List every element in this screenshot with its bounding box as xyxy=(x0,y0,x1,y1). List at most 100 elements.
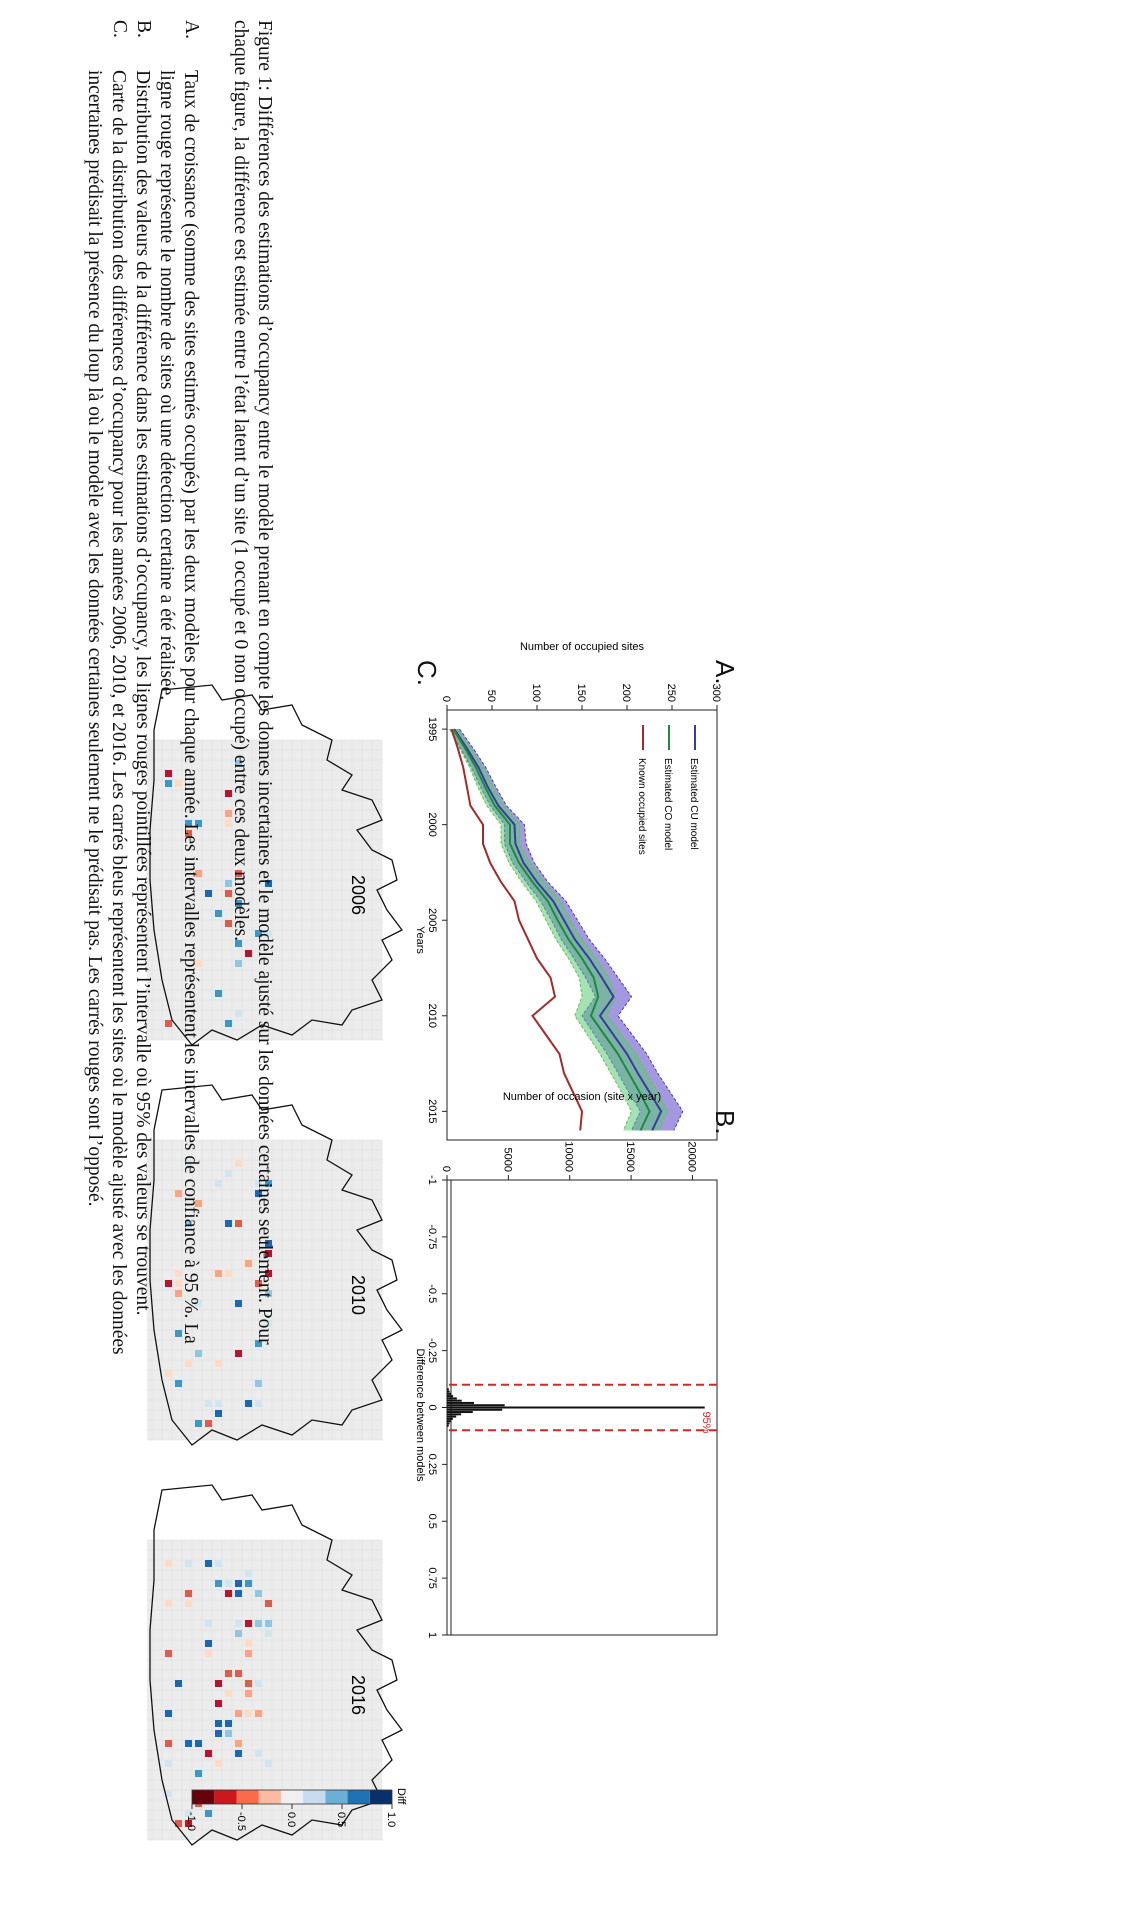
map-cell xyxy=(225,790,232,797)
map-2010: 2010 xyxy=(147,1084,403,1446)
map-cell xyxy=(235,1350,242,1357)
map-cell xyxy=(195,1300,202,1307)
known-sites-line xyxy=(450,728,584,1131)
map-cell xyxy=(235,1740,242,1747)
caption-item-c-letter: C. xyxy=(109,20,130,38)
map-cell xyxy=(235,1710,242,1717)
caption-item-c-line-2: incertaines prédisait la présence du lou… xyxy=(84,70,105,1207)
map-cell xyxy=(265,1270,272,1277)
chart-a-lines xyxy=(450,728,663,1131)
map-cell xyxy=(215,1560,222,1567)
map-cell xyxy=(185,1590,192,1597)
map-cell xyxy=(165,1760,172,1767)
co-model-ci-upper xyxy=(457,728,669,1131)
map-cell xyxy=(165,780,172,787)
caption-line-2: chaque figure, la différence est estimée… xyxy=(230,20,251,942)
map-cell xyxy=(255,1340,262,1347)
map-cell xyxy=(215,1720,222,1727)
map-cell xyxy=(235,900,242,907)
legend-label: Estimated CU model xyxy=(688,758,699,850)
map-cell xyxy=(185,1740,192,1747)
map-cell xyxy=(195,1350,202,1357)
caption-line-1: Figure 1: Différences des estimations d’… xyxy=(254,20,275,1345)
chart-b-xtick-label: 0.75 xyxy=(426,1567,438,1588)
chart-b-xtick-label: -0.75 xyxy=(426,1224,438,1249)
map-cell xyxy=(245,1710,252,1717)
legend-scale-swatch xyxy=(325,1790,348,1804)
map-cell xyxy=(205,1650,212,1657)
map-outline xyxy=(149,684,403,1046)
co-model-ci-band xyxy=(449,729,668,1131)
histogram-bar xyxy=(447,1411,473,1414)
chart-a-xtick-label: 1995 xyxy=(426,717,438,741)
map-outline xyxy=(149,1484,403,1846)
map-cell xyxy=(175,1680,182,1687)
chart-b-bars xyxy=(446,1388,705,1427)
map-cell xyxy=(185,1160,192,1167)
chart-a-ytick-label: 0 xyxy=(440,696,452,702)
chart-b-ytick-label: 20000 xyxy=(685,1141,697,1172)
map-cell xyxy=(185,830,192,837)
map-cell xyxy=(165,1560,172,1567)
map-cell xyxy=(165,1370,172,1377)
map-cell xyxy=(265,1180,272,1187)
legend-scale-label: 0.0 xyxy=(285,1812,297,1827)
map-cell xyxy=(225,1670,232,1677)
chart-a-ytick-label: 150 xyxy=(575,684,587,702)
map-cell xyxy=(265,1290,272,1297)
chart-a-xtick-label: 2010 xyxy=(426,1004,438,1028)
histogram-bar xyxy=(447,1408,503,1411)
map-cell xyxy=(215,1730,222,1737)
chart-b-xtick-label: -0.25 xyxy=(426,1338,438,1363)
map-cell xyxy=(235,1590,242,1597)
map-cell xyxy=(255,1680,262,1687)
chart-a-ticks: 1995 2000 2005 2010 2015 0 50 100 150 200 250 300 xyxy=(426,684,722,1124)
map-cell xyxy=(225,1170,232,1177)
map-cell xyxy=(225,1690,232,1697)
map-cell xyxy=(215,1270,222,1277)
map-cell xyxy=(215,1680,222,1687)
map-cell xyxy=(165,1740,172,1747)
caption-item-a-letter: A. xyxy=(181,20,202,39)
map-year-label: 2016 xyxy=(348,1675,368,1715)
map-cell xyxy=(265,1600,272,1607)
map-cell xyxy=(235,1750,242,1757)
legend-scale-swatch xyxy=(303,1790,326,1804)
map-cell xyxy=(215,1700,222,1707)
map-cell xyxy=(175,1330,182,1337)
map-year-label: 2006 xyxy=(348,875,368,915)
map-cell xyxy=(235,870,242,877)
map-cell xyxy=(265,1760,272,1767)
map-cell xyxy=(215,1400,222,1407)
histogram-bar xyxy=(446,1420,452,1423)
chart-b-ylabel: Number of occasion (site x year) xyxy=(503,1091,661,1103)
co-model-line xyxy=(452,728,651,1131)
map-cell xyxy=(255,1180,262,1187)
map-cell xyxy=(205,1810,212,1817)
map-cell xyxy=(255,1590,262,1597)
map-2006: 2006 xyxy=(147,684,403,1046)
chart-b: -1 -0.75 -0.5 -0.25 0 0.25 0.5 0.75 1 0 5000 10000 1… xyxy=(414,1091,718,1638)
legend-scale-swatch xyxy=(347,1790,370,1804)
map-cell xyxy=(195,1200,202,1207)
map-cell xyxy=(185,1560,192,1567)
map-cell xyxy=(225,1580,232,1587)
map-cell xyxy=(215,1410,222,1417)
map-cell xyxy=(225,920,232,927)
map-cell xyxy=(175,1190,182,1197)
chart-b-xtick-label: -1 xyxy=(426,1175,438,1185)
chart-b-xtick-label: 1 xyxy=(426,1632,438,1638)
map-cell xyxy=(245,950,252,957)
map-cell xyxy=(225,880,232,887)
chart-b-ytick-label: 0 xyxy=(440,1166,452,1172)
map-cell xyxy=(195,820,202,827)
histogram-bar xyxy=(447,1401,474,1404)
map-cell xyxy=(265,1630,272,1637)
chart-b-xtick-label: 0.5 xyxy=(426,1514,438,1529)
legend-scale-title: Diff xyxy=(395,1788,407,1805)
histogram-bar xyxy=(447,1406,705,1409)
chart-b-xtick-label: 0.25 xyxy=(426,1454,438,1475)
maps-c: 2006 2010 2016 Diff 1.0 0.5 0.0 -0.5 -1.0 xyxy=(147,684,407,1846)
legend-scale-label: 1.0 xyxy=(385,1812,397,1827)
